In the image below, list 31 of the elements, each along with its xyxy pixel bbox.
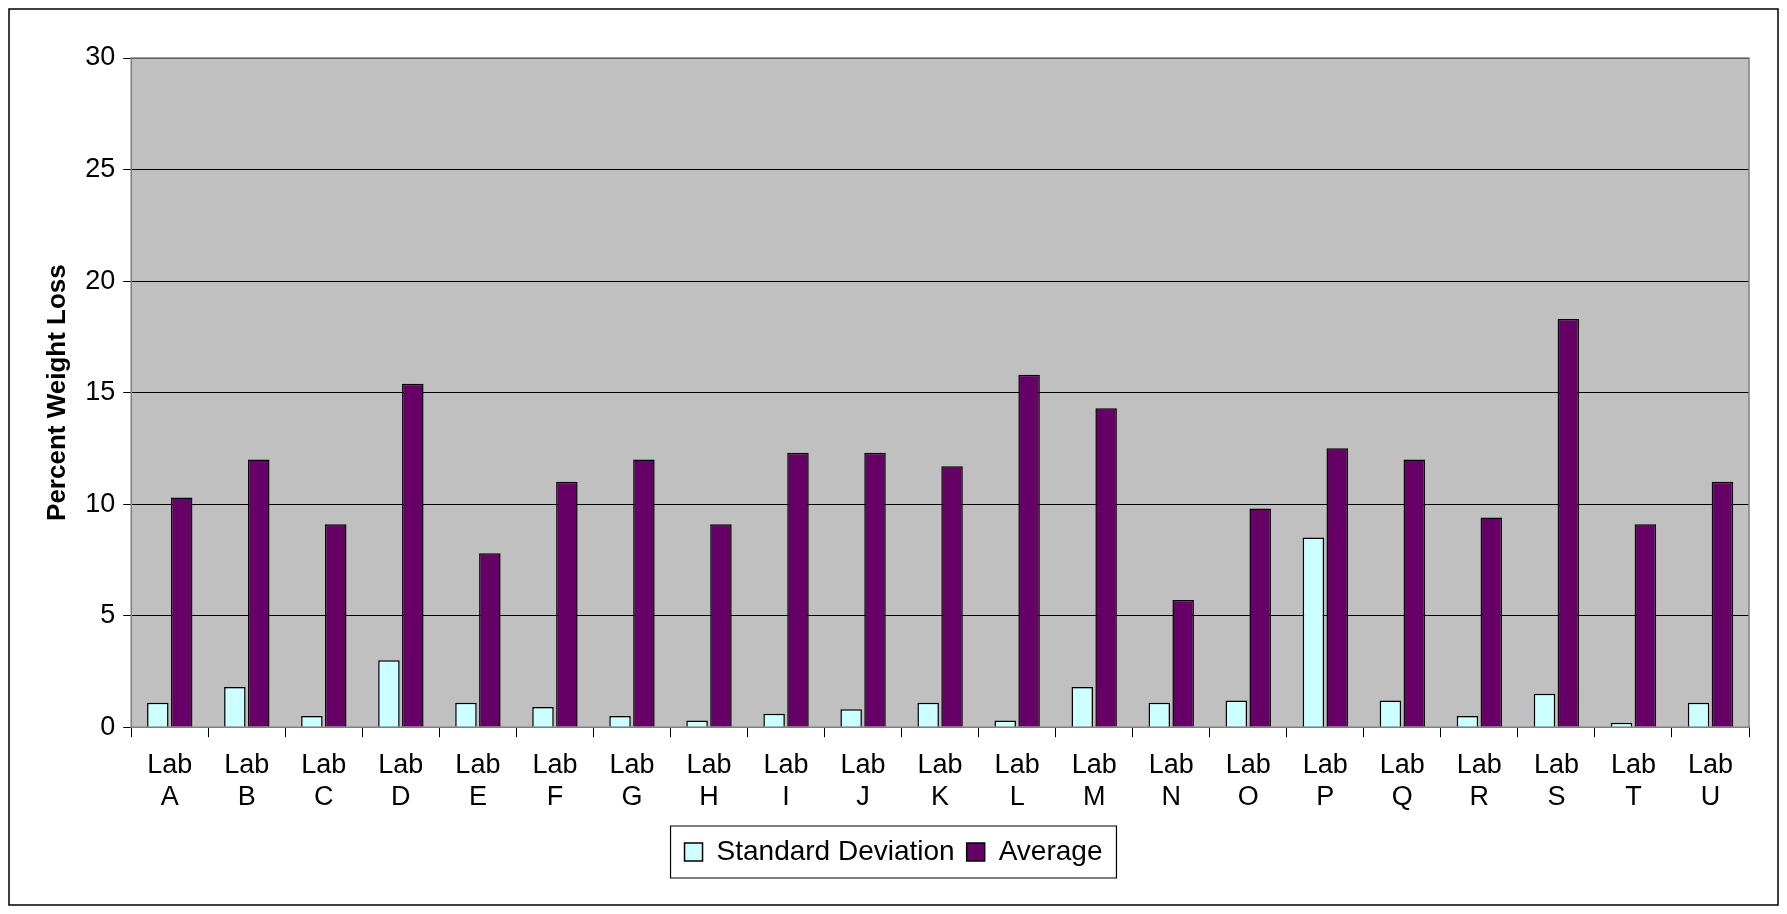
y-tick-label: 30	[85, 41, 116, 72]
x-tick-label: Lab Q	[1379, 748, 1425, 812]
x-tick-label: Lab T	[1610, 748, 1656, 812]
x-tick-label: Lab E	[455, 748, 501, 812]
x-tick-label: Lab L	[994, 748, 1040, 812]
legend-label: Average	[998, 834, 1103, 866]
x-tick-label: Lab B	[224, 748, 270, 812]
y-tick-label: 5	[100, 599, 116, 630]
x-tick-label: Lab I	[763, 748, 809, 812]
x-tick-label: Lab R	[1456, 748, 1502, 812]
y-tick-label: 0	[100, 710, 116, 741]
x-tick-label: Lab S	[1533, 748, 1579, 812]
x-tick-label: Lab U	[1687, 748, 1734, 812]
y-axis-title: Percent Weight Loss	[40, 264, 71, 521]
y-tick-label: 15	[85, 376, 116, 407]
y-tick-label: 20	[85, 264, 116, 295]
x-tick-label: Lab M	[1071, 748, 1117, 812]
x-tick-label: Lab N	[1148, 748, 1194, 812]
x-tick-label: Lab D	[378, 748, 424, 812]
x-tick-label: Lab O	[1225, 748, 1271, 812]
x-tick-label: Lab C	[301, 748, 347, 812]
x-tick-label: Lab K	[917, 748, 963, 812]
x-tick-label: Lab H	[686, 748, 732, 812]
x-tick-label: Lab J	[840, 748, 886, 812]
y-tick-label: 10	[85, 487, 116, 518]
legend-label: Standard Deviation	[716, 834, 955, 866]
x-tick-label: Lab A	[147, 748, 193, 812]
y-tick-label: 25	[85, 152, 116, 183]
x-tick-label: Lab P	[1302, 748, 1348, 812]
x-tick-label: Lab G	[609, 748, 655, 812]
x-tick-label: Lab F	[532, 748, 578, 812]
